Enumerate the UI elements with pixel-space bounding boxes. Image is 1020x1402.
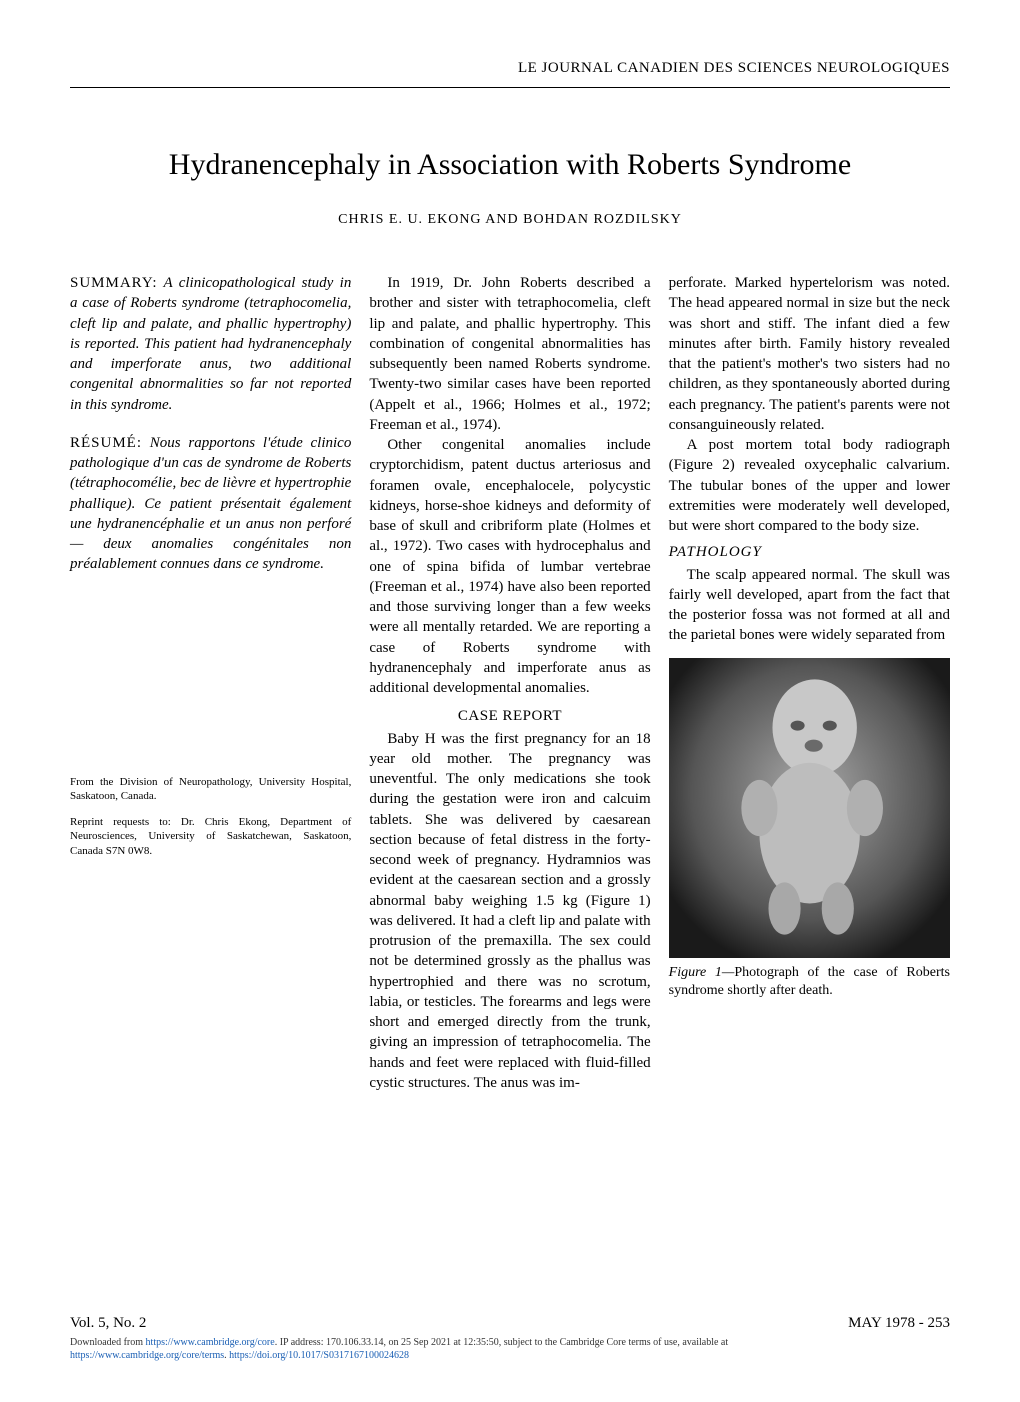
affiliation-reprint: Reprint requests to: Dr. Chris Ekong, De… [70, 815, 351, 858]
column-2: In 1919, Dr. John Roberts described a br… [369, 273, 650, 1093]
resume-block: RÉSUMÉ: Nous rapportons l'étude clinico … [70, 433, 351, 575]
dl-text-1: Downloaded from [70, 1337, 146, 1348]
figure-1-label: Figure 1— [669, 965, 735, 980]
header-rule [70, 87, 950, 88]
case-report-para: Baby H was the first pregnancy for an 18… [369, 729, 650, 1094]
figure-1-image [669, 658, 950, 958]
dl-link-doi[interactable]: https://doi.org/10.1017/S031716710002462… [229, 1350, 409, 1361]
summary-label: SUMMARY: [70, 275, 157, 291]
column-1: SUMMARY: A clinicopathological study in … [70, 273, 351, 1093]
case-report-heading: CASE REPORT [369, 706, 650, 726]
continuation-para-2: A post mortem total body radiograph (Fig… [669, 435, 950, 536]
intro-para-2: Other congenital anomalies include crypt… [369, 435, 650, 698]
summary-block: SUMMARY: A clinicopathological study in … [70, 273, 351, 415]
dl-link-terms[interactable]: https://www.cambridge.org/core/terms [70, 1350, 224, 1361]
affiliation-from: From the Division of Neuropathology, Uni… [70, 775, 351, 804]
summary-text: A clinicopathological study in a case of… [70, 275, 351, 413]
intro-para-1: In 1919, Dr. John Roberts described a br… [369, 273, 650, 435]
footer-row: Vol. 5, No. 2 MAY 1978 - 253 [70, 1315, 950, 1332]
resume-text: Nous rapportons l'étude clinico patholog… [70, 435, 351, 573]
page-footer: Vol. 5, No. 2 MAY 1978 - 253 Downloaded … [70, 1315, 950, 1362]
journal-header: LE JOURNAL CANADIEN DES SCIENCES NEUROLO… [70, 60, 950, 77]
resume-label: RÉSUMÉ: [70, 435, 142, 451]
continuation-para-1: perforate. Marked hypertelorism was note… [669, 273, 950, 435]
pathology-para: The scalp appeared normal. The skull was… [669, 565, 950, 646]
volume-issue: Vol. 5, No. 2 [70, 1315, 146, 1332]
figure-1-caption: Figure 1—Photograph of the case of Rober… [669, 964, 950, 1002]
article-title: Hydranencephaly in Association with Robe… [70, 148, 950, 182]
dl-link-core[interactable]: https://www.cambridge.org/core [146, 1337, 275, 1348]
affiliation-block: From the Division of Neuropathology, Uni… [70, 775, 351, 858]
article-authors: CHRIS E. U. EKONG AND BOHDAN ROZDILSKY [70, 212, 950, 228]
download-note: Downloaded from https://www.cambridge.or… [70, 1336, 950, 1362]
column-3: perforate. Marked hypertelorism was note… [669, 273, 950, 1093]
figure-1: Figure 1—Photograph of the case of Rober… [669, 658, 950, 1002]
pathology-heading: PATHOLOGY [669, 542, 950, 562]
dl-text-2: . IP address: 170.106.33.14, on 25 Sep 2… [275, 1337, 728, 1348]
pub-date-page: MAY 1978 - 253 [848, 1315, 950, 1332]
text-columns: SUMMARY: A clinicopathological study in … [70, 273, 950, 1093]
